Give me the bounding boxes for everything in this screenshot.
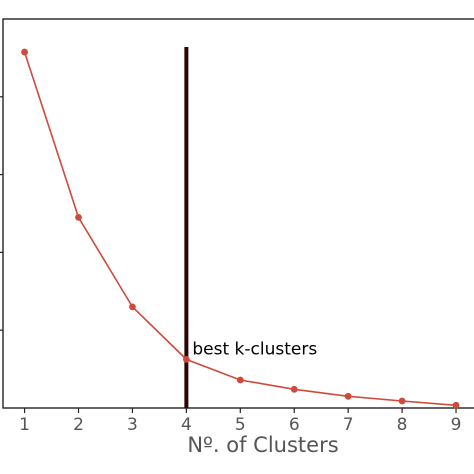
data-point — [344, 392, 352, 400]
x-tick-label: 4 — [181, 415, 192, 435]
data-point — [236, 376, 244, 384]
data-point — [290, 385, 298, 393]
x-tick-label: 6 — [289, 415, 300, 435]
x-tick-label: 7 — [343, 415, 354, 435]
data-point — [75, 213, 82, 221]
x-tick-label: 3 — [127, 415, 138, 435]
data-point — [182, 355, 190, 363]
data-point — [398, 397, 406, 405]
series-layer — [21, 48, 460, 409]
x-tick-label: 5 — [235, 415, 246, 435]
data-point — [452, 401, 460, 409]
best-k-annotation: best k-clusters — [192, 339, 317, 359]
x-axis-title: Nº. of Clusters — [187, 433, 338, 457]
data-point — [21, 48, 28, 56]
tick-marks — [0, 96, 457, 413]
x-tick-label: 9 — [451, 415, 462, 435]
plot-frame — [2, 18, 474, 409]
x-tick-label: 2 — [73, 415, 84, 435]
data-point — [129, 303, 136, 311]
x-tick-label: 8 — [397, 415, 408, 435]
tick-labels: 1 2 3 4 5 6 7 8 9 — [19, 415, 461, 435]
x-tick-label: 1 — [19, 415, 30, 435]
